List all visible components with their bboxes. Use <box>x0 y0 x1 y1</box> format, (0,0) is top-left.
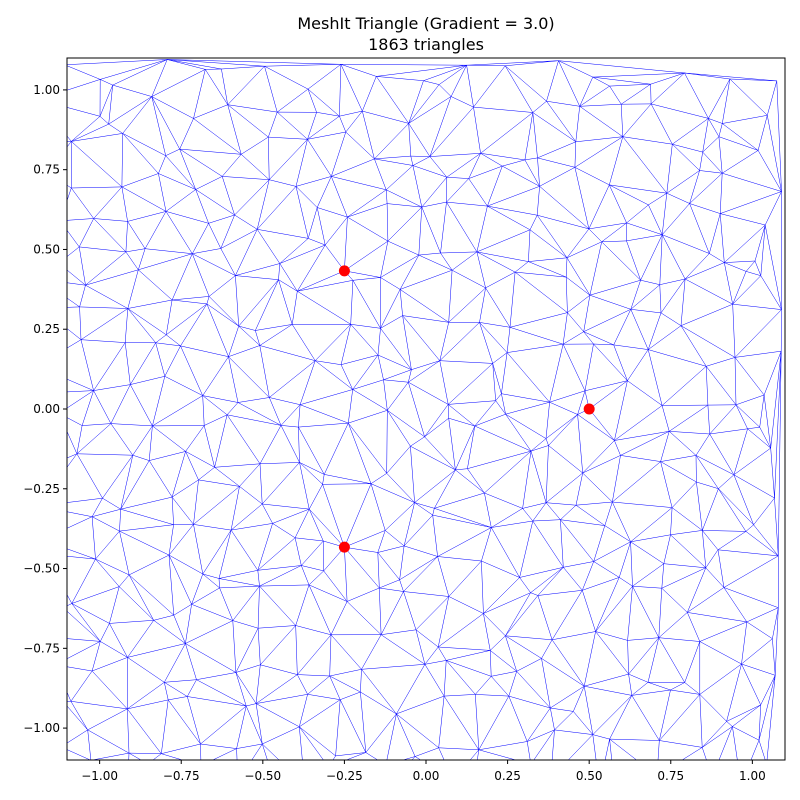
x-tick-label: 0.50 <box>576 769 603 783</box>
x-tick-label: −0.25 <box>326 769 363 783</box>
constraint-point <box>583 403 595 415</box>
y-tick-label: −0.25 <box>23 482 60 496</box>
y-axis: 1.00 0.75 0.50 0.25 0.00 −0.25 −0.50 −0.75 −1.00 <box>23 83 67 735</box>
x-tick-label: −1.00 <box>81 769 118 783</box>
constraint-point <box>338 265 350 277</box>
y-tick-label: 0.50 <box>33 242 60 256</box>
x-tick-label: −0.50 <box>244 769 281 783</box>
x-tick-label: 0.25 <box>494 769 521 783</box>
x-tick-label: 1.00 <box>739 769 766 783</box>
chart-title: MeshIt Triangle (Gradient = 3.0) <box>297 14 554 33</box>
constraint-point <box>338 541 350 553</box>
chart-subtitle: 1863 triangles <box>368 35 484 54</box>
y-tick-label: 1.00 <box>33 83 60 97</box>
axes-frame <box>66 57 786 761</box>
constraint-points <box>338 265 595 553</box>
mesh-edges <box>67 59 782 760</box>
y-tick-label: 0.25 <box>33 322 60 336</box>
y-tick-label: −0.50 <box>23 562 60 576</box>
x-tick-label: 0.75 <box>657 769 684 783</box>
triangle-mesh <box>67 59 782 760</box>
x-tick-label: 0.00 <box>413 769 440 783</box>
y-tick-label: 0.75 <box>33 163 60 177</box>
y-tick-label: −0.75 <box>23 641 60 655</box>
y-tick-label: −1.00 <box>23 721 60 735</box>
x-tick-label: −0.75 <box>163 769 200 783</box>
x-axis: −1.00 −0.75 −0.50 −0.25 0.00 0.25 0.50 0.75 1.00 <box>81 760 766 783</box>
y-tick-label: 0.00 <box>33 402 60 416</box>
